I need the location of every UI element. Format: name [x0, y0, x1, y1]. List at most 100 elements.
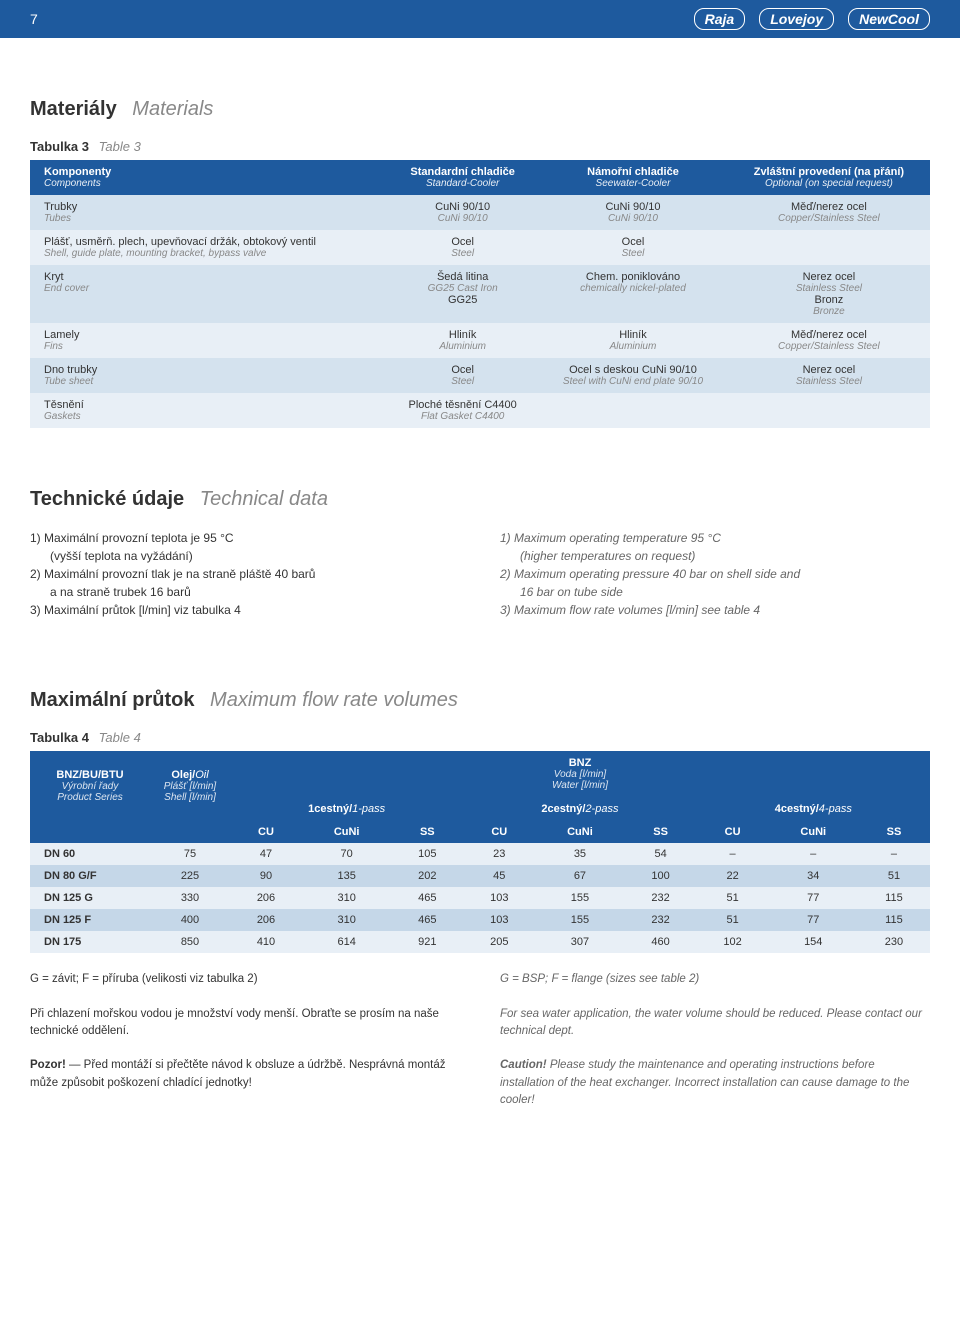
t4-subhdr-cell: CuNi — [535, 821, 624, 843]
table-cell: Nerez ocelStainless SteelBronzBronze — [728, 265, 930, 323]
t4-val: 310 — [302, 909, 391, 931]
t4-val: 103 — [463, 887, 535, 909]
table-cell: Plášť, usměrň. plech, upevňovací držák, … — [30, 230, 387, 265]
footnotes: G = závit; F = příruba (velikosti viz ta… — [30, 971, 930, 1109]
table-cell: OcelSteel — [387, 358, 538, 393]
table-cell: Nerez ocelStainless Steel — [728, 358, 930, 393]
t4-val: 202 — [391, 865, 463, 887]
t4-val: 90 — [230, 865, 302, 887]
t4-val: 67 — [535, 865, 624, 887]
table-cell — [728, 393, 930, 428]
t4-subhdr-cell: CU — [230, 821, 302, 843]
t4-h1-l2: Výrobní řady — [38, 781, 142, 792]
t4-val: 465 — [391, 887, 463, 909]
table-cell: HliníkAluminium — [538, 323, 728, 358]
table-cell: LamelyFins — [30, 323, 387, 358]
t4-val: 51 — [858, 865, 930, 887]
t4-label: DN 125 F — [30, 909, 150, 931]
s1-title-cs: Materiály — [30, 98, 117, 120]
t4-subhdr-cell: SS — [625, 821, 697, 843]
table-row: TrubkyTubesCuNi 90/10CuNi 90/10CuNi 90/1… — [30, 195, 930, 230]
t4-val: 102 — [697, 931, 769, 953]
td-cs-0: 1) Maximální provozní teplota je 95 °C — [30, 529, 460, 547]
table-cell — [728, 230, 930, 265]
t4-label: DN 60 — [30, 843, 150, 865]
table-cell: Měď/nerez ocelCopper/Stainless Steel — [728, 323, 930, 358]
table-row: Plášť, usměrň. plech, upevňovací držák, … — [30, 230, 930, 265]
t4-subhdr-cell: CuNi — [769, 821, 858, 843]
t4-val: 230 — [858, 931, 930, 953]
table-row: KrytEnd coverŠedá litinaGG25 Cast IronGG… — [30, 265, 930, 323]
t4-cap-en: Table 4 — [99, 730, 141, 745]
t4-val: 51 — [697, 909, 769, 931]
td-en-4: 3) Maximum flow rate volumes [l/min] see… — [500, 601, 930, 619]
t4-val: 307 — [535, 931, 624, 953]
table-row: Dno trubkyTube sheetOcelSteelOcel s desk… — [30, 358, 930, 393]
note-cs3: Pozor! — Před montáží si přečtěte návod … — [30, 1057, 460, 1092]
t4-h1-en: Product Series — [38, 792, 142, 803]
t4-oil: 225 — [150, 865, 230, 887]
t4-h-series: BNZ/BU/BTU Výrobní řady Product Series — [30, 751, 150, 821]
table-row: DN 125 G3302063104651031552325177115 — [30, 887, 930, 909]
t4-val: 232 — [625, 909, 697, 931]
t4-h-oil: Olej/Oil Plášť [l/min] Shell [l/min] — [150, 751, 230, 821]
t4-val: 100 — [625, 865, 697, 887]
t3-cap-en: Table 3 — [99, 139, 141, 154]
t4-subhdr-cell: SS — [391, 821, 463, 843]
td-en-0: 1) Maximum operating temperature 95 °C — [500, 529, 930, 547]
s2-title-en: Technical data — [200, 488, 328, 510]
table-cell: CuNi 90/10CuNi 90/10 — [387, 195, 538, 230]
note-en2: For sea water application, the water vol… — [500, 1006, 930, 1041]
techdata-cs: 1) Maximální provozní teplota je 95 °C (… — [30, 529, 460, 619]
t4-h-bnz: BNZ Voda [l/min] Water [l/min] — [230, 751, 930, 797]
table4-caption: Tabulka 4 Table 4 — [30, 730, 930, 745]
table3: KomponentyComponentsStandardní chladičeS… — [30, 160, 930, 428]
t3-header-cell: Standardní chladičeStandard-Cooler — [387, 160, 538, 195]
t4-val: 51 — [697, 887, 769, 909]
t4-cap-cs: Tabulka 4 — [30, 730, 89, 745]
t4-val: 22 — [697, 865, 769, 887]
t4-val: 232 — [625, 887, 697, 909]
table4: BNZ/BU/BTU Výrobní řady Product Series O… — [30, 751, 930, 953]
t4-val: – — [697, 843, 769, 865]
t4-pass1: 1cestný/1-pass — [230, 797, 463, 821]
td-cs-2: 2) Maximální provozní tlak je na straně … — [30, 565, 460, 583]
table-cell: Ploché těsnění C4400Flat Gasket C4400 — [387, 393, 538, 428]
t4-subhdr-cell: CuNi — [302, 821, 391, 843]
td-cs-3: a na straně trubek 16 barů — [30, 583, 460, 601]
note-cs1: G = závit; F = příruba (velikosti viz ta… — [30, 971, 460, 988]
t4-sub-empty — [150, 821, 230, 843]
t4-val: 45 — [463, 865, 535, 887]
t4-oil: 75 — [150, 843, 230, 865]
table-row: DN 60754770105233554––– — [30, 843, 930, 865]
t4-val: 614 — [302, 931, 391, 953]
table-row: DN 80 G/F225901352024567100223451 — [30, 865, 930, 887]
table-row: DN 175850410614921205307460102154230 — [30, 931, 930, 953]
t4-val: – — [858, 843, 930, 865]
t4-val: 155 — [535, 887, 624, 909]
t4-val: 205 — [463, 931, 535, 953]
table-cell: Šedá litinaGG25 Cast IronGG25 — [387, 265, 538, 323]
t4-h2-cs: Olej/Oil — [171, 769, 208, 781]
table-cell: HliníkAluminium — [387, 323, 538, 358]
t4-label: DN 80 G/F — [30, 865, 150, 887]
t4-val: 77 — [769, 887, 858, 909]
t4-h2-l2: Plášť [l/min] — [158, 781, 222, 792]
t4-pass2: 2cestný/2-pass — [463, 797, 696, 821]
t4-val: 77 — [769, 909, 858, 931]
t4-val: 115 — [858, 909, 930, 931]
t4-label: DN 125 G — [30, 887, 150, 909]
table-row: LamelyFinsHliníkAluminiumHliníkAluminium… — [30, 323, 930, 358]
t3-cap-cs: Tabulka 3 — [30, 139, 89, 154]
t3-header-cell: Námořní chladičeSeewater-Cooler — [538, 160, 728, 195]
td-en-3: 16 bar on tube side — [500, 583, 930, 601]
t4-h3-l2: Voda [l/min] — [238, 769, 922, 780]
table3-caption: Tabulka 3 Table 3 — [30, 139, 930, 154]
t4-oil: 330 — [150, 887, 230, 909]
t4-val: 155 — [535, 909, 624, 931]
table-cell: CuNi 90/10CuNi 90/10 — [538, 195, 728, 230]
t4-subhdr-cell: SS — [858, 821, 930, 843]
t4-val: 47 — [230, 843, 302, 865]
table-cell: Měď/nerez ocelCopper/Stainless Steel — [728, 195, 930, 230]
t4-val: 310 — [302, 887, 391, 909]
